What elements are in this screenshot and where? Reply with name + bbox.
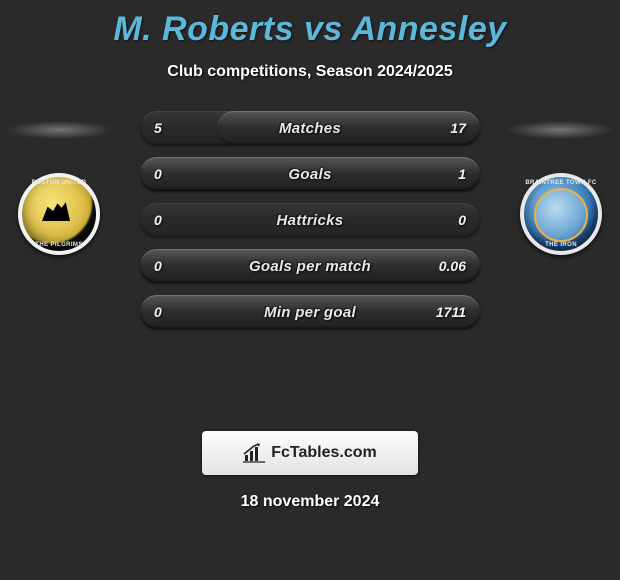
- stat-row: 01Goals: [140, 157, 480, 191]
- stat-rows: 517Matches 01Goals 00Hattricks 00.06Goals p…: [140, 111, 480, 341]
- player-shadow-right: [508, 121, 612, 139]
- chart-icon: [243, 443, 265, 463]
- subtitle: Club competitions, Season 2024/2025: [0, 63, 620, 81]
- stat-label: Goals: [140, 157, 480, 191]
- stat-row: 00.06Goals per match: [140, 249, 480, 283]
- brand-name: FcTables.com: [271, 444, 377, 462]
- club-right-name: BRAINTREE TOWN FC: [524, 180, 598, 186]
- club-left-name: BOSTON UNITED: [22, 180, 96, 186]
- stat-row: 517Matches: [140, 111, 480, 145]
- brand-box[interactable]: FcTables.com: [202, 431, 418, 475]
- stat-row: 00Hattricks: [140, 203, 480, 237]
- stat-label: Matches: [140, 111, 480, 145]
- stat-label: Hattricks: [140, 203, 480, 237]
- club-badge-right: BRAINTREE TOWN FC THE IRON: [520, 173, 602, 255]
- stat-label: Min per goal: [140, 295, 480, 329]
- stat-label: Goals per match: [140, 249, 480, 283]
- club-left-motto: THE PILGRIMS: [22, 242, 96, 248]
- comparison-panel: BOSTON UNITED THE PILGRIMS BRAINTREE TOW…: [0, 101, 620, 421]
- player-shadow-left: [8, 121, 112, 139]
- page-title: M. Roberts vs Annesley: [0, 0, 620, 49]
- club-right-motto: THE IRON: [524, 242, 598, 248]
- club-badge-left: BOSTON UNITED THE PILGRIMS: [18, 173, 100, 255]
- stat-row: 01711Min per goal: [140, 295, 480, 329]
- report-date: 18 november 2024: [0, 493, 620, 511]
